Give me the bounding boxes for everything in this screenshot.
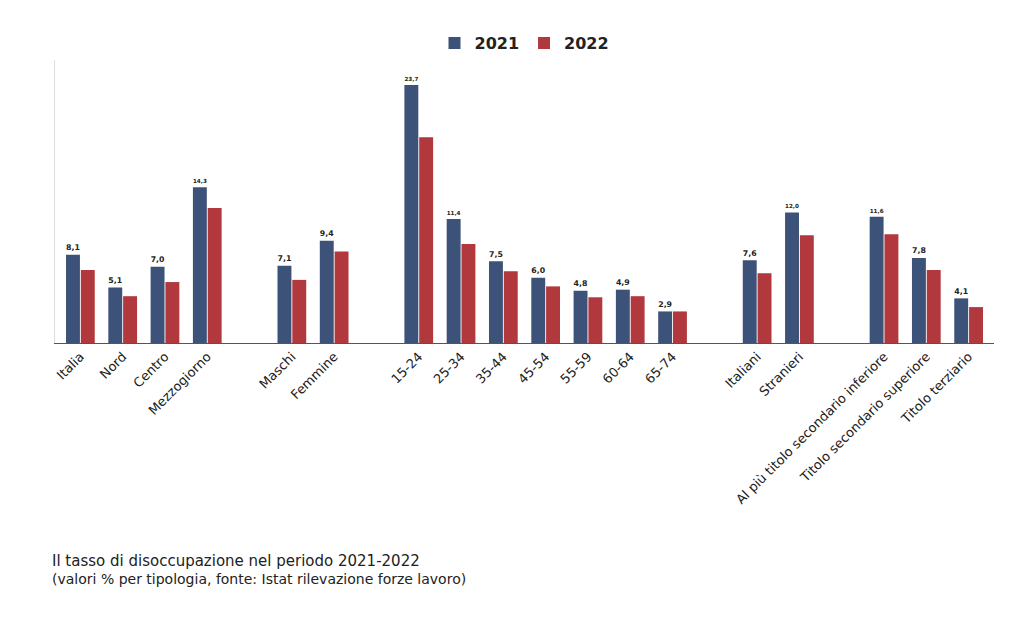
svg-text:12,0: 12,0 bbox=[785, 203, 799, 209]
svg-text:11,6: 11,6 bbox=[870, 208, 884, 214]
svg-text:7,6: 7,6 bbox=[743, 249, 757, 258]
svg-text:Italia: Italia bbox=[54, 349, 87, 382]
svg-text:Maschi: Maschi bbox=[256, 349, 298, 391]
svg-text:15-24: 15-24 bbox=[388, 349, 425, 386]
svg-text:4,8: 4,8 bbox=[574, 279, 588, 288]
svg-text:23,7: 23,7 bbox=[404, 76, 418, 82]
svg-text:Stranieri: Stranieri bbox=[756, 349, 806, 399]
svg-text:Al più titolo secondario infer: Al più titolo secondario inferiore bbox=[733, 349, 891, 507]
svg-text:Centro: Centro bbox=[130, 349, 171, 390]
svg-text:65-74: 65-74 bbox=[642, 349, 679, 386]
svg-text:2021: 2021 bbox=[475, 34, 520, 53]
svg-text:2,9: 2,9 bbox=[658, 300, 672, 309]
svg-text:60-64: 60-64 bbox=[600, 349, 637, 386]
svg-text:Titolo terziario: Titolo terziario bbox=[898, 349, 976, 427]
svg-text:25-34: 25-34 bbox=[430, 349, 467, 386]
svg-text:2022: 2022 bbox=[564, 34, 609, 53]
svg-text:7,8: 7,8 bbox=[912, 246, 926, 255]
svg-text:8,1: 8,1 bbox=[66, 243, 80, 252]
svg-text:4,1: 4,1 bbox=[954, 287, 968, 296]
svg-text:9,4: 9,4 bbox=[320, 229, 334, 238]
svg-text:45-54: 45-54 bbox=[515, 349, 552, 386]
svg-text:14,3: 14,3 bbox=[193, 178, 207, 184]
svg-text:55-59: 55-59 bbox=[557, 349, 594, 386]
svg-text:11,4: 11,4 bbox=[447, 210, 461, 216]
svg-text:7,1: 7,1 bbox=[278, 254, 292, 263]
svg-text:Nord: Nord bbox=[97, 349, 130, 382]
svg-text:Femmine: Femmine bbox=[288, 349, 341, 402]
svg-text:Titolo secondario superiore: Titolo secondario superiore bbox=[797, 349, 933, 485]
svg-text:Il tasso di disoccupazione nel: Il tasso di disoccupazione nel periodo 2… bbox=[52, 552, 420, 570]
svg-text:(valori % per tipologia, fonte: (valori % per tipologia, fonte: Istat ri… bbox=[52, 571, 466, 587]
svg-text:7,5: 7,5 bbox=[489, 250, 503, 259]
svg-text:Mezzogiorno: Mezzogiorno bbox=[145, 349, 214, 418]
svg-text:Italiani: Italiani bbox=[722, 349, 764, 391]
svg-text:35-44: 35-44 bbox=[473, 349, 510, 386]
svg-text:7,0: 7,0 bbox=[151, 255, 165, 264]
svg-text:4,9: 4,9 bbox=[616, 278, 630, 287]
svg-text:5,1: 5,1 bbox=[108, 276, 122, 285]
svg-text:6,0: 6,0 bbox=[531, 266, 545, 275]
